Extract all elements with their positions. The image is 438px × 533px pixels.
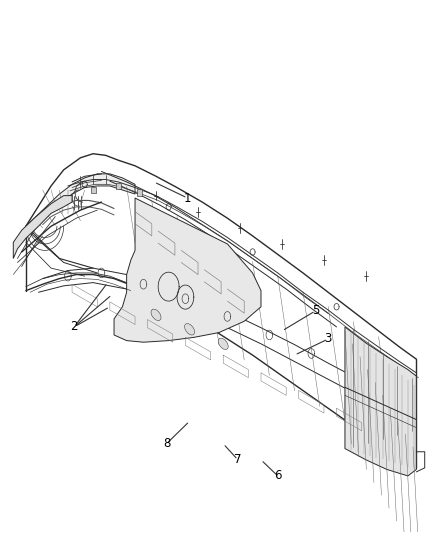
Ellipse shape [218,338,228,350]
Text: 1: 1 [184,191,191,205]
Text: 7: 7 [234,453,242,466]
Bar [116,183,121,189]
Text: 6: 6 [274,470,282,482]
Ellipse shape [184,324,194,335]
Text: 8: 8 [163,437,170,450]
Bar [137,189,142,196]
Bar [91,187,95,193]
Polygon shape [114,198,261,342]
Polygon shape [13,196,72,259]
Text: 5: 5 [312,304,319,317]
Text: 3: 3 [325,333,332,345]
Text: 2: 2 [71,320,78,334]
Polygon shape [345,327,416,476]
Ellipse shape [151,309,161,320]
Polygon shape [26,174,135,238]
